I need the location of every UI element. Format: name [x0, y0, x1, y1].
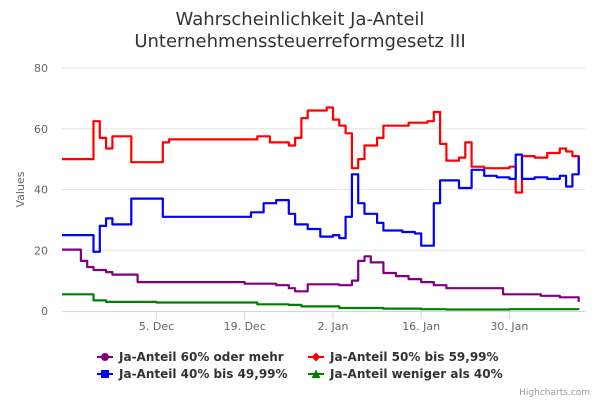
grid-lines: [62, 67, 585, 251]
legend-square-marker: [101, 370, 109, 378]
y-tick-label: 60: [34, 123, 48, 136]
x-axis-tick-labels: 5. Dec 19. Dec 2. Jan 16. Jan 30. Jan: [139, 311, 528, 333]
legend-diamond-marker: [311, 352, 321, 362]
y-tick-label: 80: [34, 62, 48, 75]
legend-item[interactable]: Ja-Anteil weniger als 40%: [308, 367, 503, 381]
y-axis-title: Values: [14, 171, 27, 207]
legend-item[interactable]: Ja-Anteil 40% bis 49,99%: [97, 367, 288, 381]
series-lines: [62, 106, 580, 311]
x-tick-label: 19. Dec: [224, 320, 266, 333]
x-tick-label: 5. Dec: [139, 320, 174, 333]
y-tick-label: 20: [34, 244, 48, 257]
legend-item[interactable]: Ja-Anteil 50% bis 59,99%: [308, 350, 499, 364]
y-tick-label: 0: [41, 305, 48, 318]
legend-triangle-marker: [311, 369, 321, 378]
series-line[interactable]: [62, 106, 580, 194]
legend-circle-marker: [101, 353, 109, 361]
legend-label: Ja-Anteil weniger als 40%: [329, 367, 503, 381]
legend-item[interactable]: Ja-Anteil 60% oder mehr: [97, 350, 284, 364]
legend: Ja-Anteil 60% oder mehr Ja-Anteil 50% bis…: [97, 350, 503, 381]
x-tick-label: 16. Jan: [402, 320, 440, 333]
x-tick-label: 2. Jan: [317, 320, 348, 333]
y-tick-label: 40: [34, 184, 48, 197]
series-line[interactable]: [62, 293, 580, 311]
chart-title-line-1: Wahrscheinlichkeit Ja-Anteil: [176, 9, 425, 30]
credits-link[interactable]: Highcharts.com: [519, 388, 590, 398]
legend-label: Ja-Anteil 60% oder mehr: [118, 350, 284, 364]
x-tick-label: 30. Jan: [490, 320, 528, 333]
series-line[interactable]: [62, 248, 580, 302]
legend-label: Ja-Anteil 50% bis 59,99%: [329, 350, 499, 364]
y-axis-tick-labels: 0 20 40 60 80: [34, 62, 48, 318]
legend-label: Ja-Anteil 40% bis 49,99%: [118, 367, 288, 381]
chart-title-line-2: Unternehmenssteuerreformgesetz III: [134, 31, 465, 52]
series-line[interactable]: [62, 153, 580, 253]
